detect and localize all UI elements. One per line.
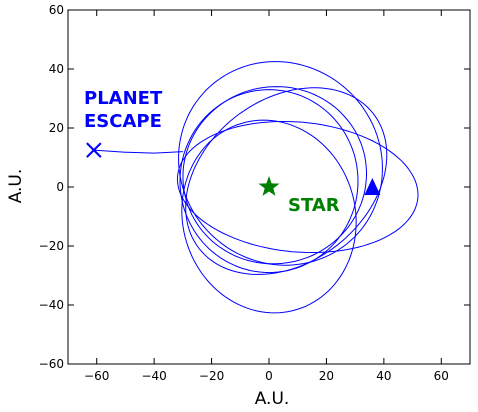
planet-escape-label-line2: ESCAPE [84,111,162,132]
x-tick-label: 60 [434,369,449,383]
x-tick-label: −20 [199,369,224,383]
x-tick-label: 40 [376,369,391,383]
axis-ticks: −60 −40 −20 0 20 40 60 −60 −40 −20 0 20 40 60 [39,3,470,383]
orbit-loop [178,61,383,266]
orbit-path [93,61,419,314]
markers [86,142,381,196]
y-tick-label: −20 [39,239,64,253]
planet-escape-label-line1: PLANET [84,88,163,109]
x-tick-label: 20 [319,369,334,383]
escape-x-marker-b [86,142,102,158]
x-tick-label: −40 [141,369,166,383]
escape-tail [93,149,183,154]
y-tick-label: 60 [49,3,64,17]
y-axis-label: A.U. [6,169,26,204]
orbit-loop [179,89,359,274]
x-tick-label: 0 [265,369,273,383]
y-tick-label: 20 [49,121,64,135]
star-label: STAR [288,195,340,216]
x-axis-label: A.U. [255,389,290,409]
orbit-loop [185,87,388,275]
x-tick-label: −60 [84,369,109,383]
y-tick-label: −40 [39,298,64,312]
y-tick-label: 0 [56,180,64,194]
star-marker [258,176,280,196]
planet-start-marker [364,178,381,195]
orbit-loop [181,119,357,314]
y-tick-label: 40 [49,62,64,76]
y-tick-label: −60 [39,357,64,371]
orbit-loop [176,121,419,253]
